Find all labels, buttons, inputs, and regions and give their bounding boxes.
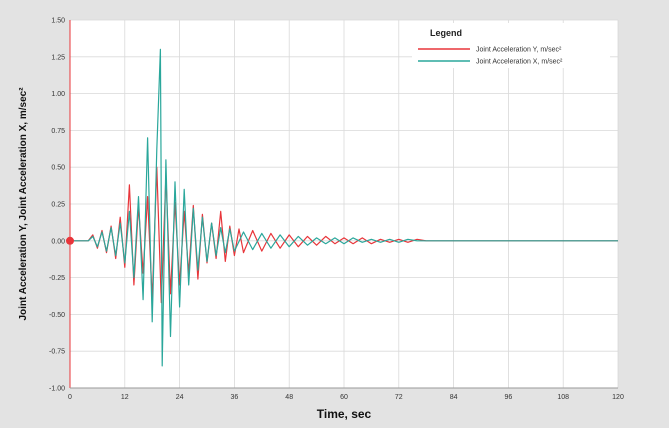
y-tick-label: -0.50 [49, 312, 65, 319]
y-tick-label: -0.25 [49, 275, 65, 282]
series-line-2 [70, 48, 618, 367]
y-tick-label: 1.50 [51, 18, 65, 25]
x-tick-label: 96 [505, 394, 513, 401]
x-tick-label: 108 [557, 394, 569, 401]
x-tick-label: 60 [340, 394, 348, 401]
x-tick-label: 120 [612, 394, 624, 401]
legend-entry-label: Joint Acceleration Y, m/sec² [476, 47, 562, 54]
y-tick-label: 1.00 [51, 91, 65, 98]
x-tick-label: 36 [231, 394, 239, 401]
y-tick-label: 0.25 [51, 202, 65, 209]
x-tick-label: 84 [450, 394, 458, 401]
x-tick-label: 48 [285, 394, 293, 401]
grid [69, 19, 619, 389]
y-tick-label: -1.00 [49, 386, 65, 393]
x-tick-labels: 0 12 24 36 48 60 72 84 96 108 120 [68, 394, 624, 401]
x-tick-label: 24 [176, 394, 184, 401]
y-tick-label: -0.75 [49, 349, 65, 356]
legend-title: Legend [430, 28, 462, 38]
legend: Legend Joint Acceleration Y, m/sec²Joint… [412, 23, 610, 68]
x-tick-label: 72 [395, 394, 403, 401]
legend-entry-label: Joint Acceleration X, m/sec² [476, 59, 563, 66]
y-tick-labels: 1.50 1.25 1.00 0.75 0.50 0.25 0.00 -0.25 -0.50 -0… [49, 18, 65, 393]
x-axis-label: Time, sec [317, 407, 372, 421]
y-tick-label: 0.00 [51, 238, 65, 245]
legend-entries: Joint Acceleration Y, m/sec² Joint Accele… [418, 47, 563, 66]
axes [69, 20, 618, 389]
x-tick-label: 12 [121, 394, 129, 401]
y-tick-label: 0.50 [51, 165, 65, 172]
y-axis-label: Joint Acceleration Y, Joint Acceleration… [18, 87, 29, 321]
y-tick-label: 1.25 [51, 54, 65, 61]
y-tick-label: 0.75 [51, 128, 65, 135]
x-tick-label: 0 [68, 394, 72, 401]
